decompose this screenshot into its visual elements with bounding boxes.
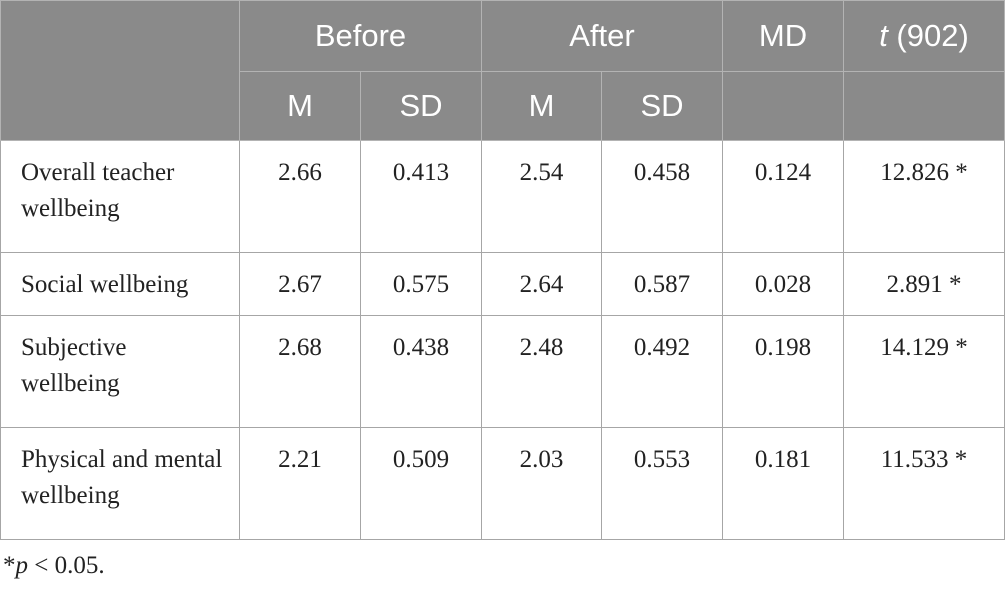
cell-t: 14.129 * bbox=[843, 315, 1005, 428]
row-label: Physical and mental wellbeing bbox=[0, 427, 240, 540]
cell-after-sd: 0.587 bbox=[601, 252, 723, 316]
cell-before-m: 2.66 bbox=[239, 140, 361, 253]
header-row-sub: M SD M SD bbox=[1, 71, 1005, 141]
table-row: Overall teacher wellbeing 2.66 0.413 2.5… bbox=[0, 140, 1005, 253]
cell-before-sd: 0.575 bbox=[360, 252, 482, 316]
table-footnote: *p < 0.05. bbox=[3, 552, 105, 580]
header-before: Before bbox=[239, 0, 482, 72]
cell-before-m: 2.21 bbox=[239, 427, 361, 540]
header-t-empty bbox=[843, 71, 1005, 141]
row-label: Social wellbeing bbox=[0, 252, 240, 316]
cell-md: 0.198 bbox=[722, 315, 844, 428]
table-row: Subjective wellbeing 2.68 0.438 2.48 0.4… bbox=[0, 315, 1005, 428]
cell-before-m: 2.68 bbox=[239, 315, 361, 428]
header-before-m: M bbox=[239, 71, 361, 141]
header-after: After bbox=[481, 0, 723, 72]
cell-t: 2.891 * bbox=[843, 252, 1005, 316]
header-after-m: M bbox=[481, 71, 602, 141]
row-label: Overall teacher wellbeing bbox=[0, 140, 240, 253]
cell-md: 0.124 bbox=[722, 140, 844, 253]
header-before-sd: SD bbox=[360, 71, 482, 141]
cell-md: 0.028 bbox=[722, 252, 844, 316]
cell-after-m: 2.03 bbox=[481, 427, 602, 540]
footnote-threshold: < 0.05. bbox=[28, 552, 105, 579]
header-after-sd: SD bbox=[601, 71, 723, 141]
cell-before-sd: 0.413 bbox=[360, 140, 482, 253]
header-empty-cell bbox=[0, 0, 240, 141]
header-t: t (902) bbox=[843, 0, 1005, 72]
cell-after-sd: 0.553 bbox=[601, 427, 723, 540]
results-table: Before After MD t (902) M SD M SD Overal… bbox=[0, 0, 1005, 540]
cell-after-m: 2.48 bbox=[481, 315, 602, 428]
row-label: Subjective wellbeing bbox=[0, 315, 240, 428]
table-header: Before After MD t (902) M SD M SD bbox=[0, 0, 1005, 141]
header-t-df: (902) bbox=[887, 18, 969, 53]
header-md: MD bbox=[722, 0, 844, 72]
cell-before-m: 2.67 bbox=[239, 252, 361, 316]
table-body: Overall teacher wellbeing 2.66 0.413 2.5… bbox=[0, 140, 1005, 540]
table-row: Social wellbeing 2.67 0.575 2.64 0.587 0… bbox=[0, 252, 1005, 316]
header-row-groups: Before After MD t (902) bbox=[0, 0, 1005, 141]
footnote-p: p bbox=[15, 552, 29, 579]
cell-after-sd: 0.458 bbox=[601, 140, 723, 253]
cell-before-sd: 0.509 bbox=[360, 427, 482, 540]
cell-t: 12.826 * bbox=[843, 140, 1005, 253]
cell-before-sd: 0.438 bbox=[360, 315, 482, 428]
header-md-empty bbox=[722, 71, 844, 141]
footnote-star: * bbox=[3, 552, 16, 579]
table-row: Physical and mental wellbeing 2.21 0.509… bbox=[0, 427, 1005, 540]
cell-after-sd: 0.492 bbox=[601, 315, 723, 428]
cell-after-m: 2.54 bbox=[481, 140, 602, 253]
header-t-symbol: t bbox=[879, 18, 888, 53]
cell-t: 11.533 * bbox=[843, 427, 1005, 540]
cell-after-m: 2.64 bbox=[481, 252, 602, 316]
cell-md: 0.181 bbox=[722, 427, 844, 540]
